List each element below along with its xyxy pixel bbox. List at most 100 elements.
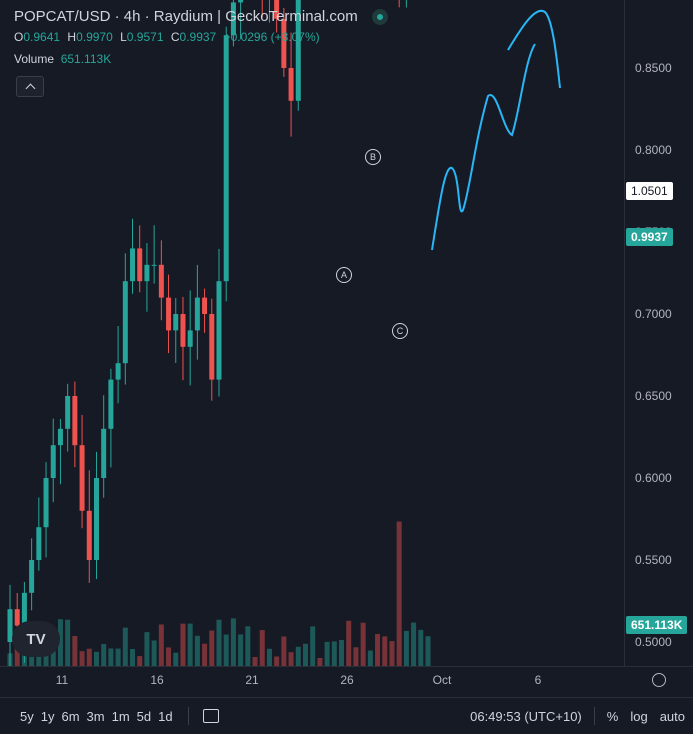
- volume-bar: [151, 640, 157, 666]
- volume-bar: [130, 649, 136, 666]
- legend-title: POPCAT/USD · 4h · Raydium | GeckoTermina…: [14, 8, 388, 25]
- candle-body: [144, 264, 150, 282]
- volume-bar: [158, 624, 164, 666]
- projection-drawing-1: [431, 43, 536, 251]
- date-range-buttons: 5y 1y 6m 3m 1m 5d 1d: [20, 709, 180, 724]
- candle-body: [36, 527, 42, 560]
- chart-area[interactable]: POPCAT/USD · 4h · Raydium | GeckoTermina…: [0, 0, 624, 666]
- exchange: Raydium: [153, 8, 213, 25]
- volume-bar: [50, 650, 56, 666]
- tradingview-logo[interactable]: TV: [12, 621, 60, 657]
- log-toggle[interactable]: log: [630, 708, 648, 724]
- candle-body: [65, 396, 71, 429]
- volume-bar: [180, 623, 186, 666]
- separator: |: [217, 8, 222, 25]
- percent-toggle[interactable]: %: [606, 708, 619, 724]
- open-label: O: [14, 30, 24, 44]
- volume-bar: [389, 641, 395, 666]
- market-status-icon[interactable]: [371, 8, 388, 25]
- low-value: 0.9571: [126, 30, 164, 44]
- volume-bar: [281, 636, 287, 666]
- volume-bar: [173, 652, 179, 666]
- candle-body: [180, 314, 186, 347]
- low-label: L: [120, 30, 127, 44]
- separator: [593, 707, 595, 725]
- wave-label-c: C: [392, 323, 408, 339]
- price-tick: 0.8500: [635, 61, 672, 75]
- volume-bar: [209, 630, 215, 666]
- range-1d-button[interactable]: 1d: [158, 708, 173, 724]
- time-tick: 6: [534, 673, 542, 687]
- volume-bar: [418, 629, 424, 666]
- range-3m-button[interactable]: 3m: [86, 708, 105, 724]
- auto-toggle[interactable]: auto: [659, 708, 685, 724]
- time-tick: 11: [55, 673, 69, 687]
- volume-bar: [360, 622, 366, 666]
- interval[interactable]: 4h: [123, 8, 141, 25]
- candle-body: [202, 297, 208, 314]
- candle-body: [79, 445, 85, 511]
- change-value: +0.0296 (+3.07%): [223, 30, 320, 44]
- range-5y-button[interactable]: 5y: [20, 708, 34, 724]
- wave-label-a: A: [336, 267, 352, 283]
- volume-bar: [367, 650, 373, 666]
- volume-bar: [259, 630, 265, 666]
- volume-bar: [324, 641, 330, 666]
- chevron-up-icon: [25, 83, 35, 93]
- clock-time[interactable]: 06:49:53 (UTC+10): [470, 708, 582, 724]
- range-5d-button[interactable]: 5d: [136, 708, 152, 724]
- candle-body: [274, 0, 280, 19]
- volume-bar: [274, 656, 280, 666]
- volume-bar: [230, 618, 236, 666]
- symbol[interactable]: POPCAT/USD: [14, 8, 111, 25]
- volume-bar: [108, 648, 114, 666]
- candle-body: [230, 2, 236, 36]
- candle-body: [158, 264, 164, 298]
- volume-bar: [122, 627, 128, 666]
- volume-bar: [331, 641, 337, 666]
- candle-body: [21, 592, 27, 626]
- volume-bar: [238, 634, 244, 666]
- candle-body: [115, 363, 121, 380]
- range-1m-button[interactable]: 1m: [111, 708, 130, 724]
- volume-bar: [202, 643, 208, 666]
- candle-body: [93, 478, 99, 560]
- open-value: 0.9641: [23, 30, 61, 44]
- volume-bar: [396, 521, 402, 666]
- candle-body: [108, 379, 114, 429]
- time-axis[interactable]: 11 16 21 26 Oct 6: [0, 666, 693, 694]
- source: GeckoTerminal.com: [225, 8, 358, 25]
- volume-bar: [425, 636, 431, 666]
- volume-bar: [310, 626, 316, 666]
- candle-body: [29, 560, 35, 593]
- candle-body: [238, 0, 244, 3]
- price-tick: 0.5000: [635, 635, 672, 649]
- volume-bar: [375, 633, 381, 666]
- volume-bar: [403, 630, 409, 666]
- volume-label[interactable]: Volume: [14, 52, 55, 66]
- price-axis[interactable]: 1.25001.20001.15001.10001.05001.00000.95…: [624, 0, 693, 666]
- range-1y-button[interactable]: 1y: [40, 708, 55, 724]
- price-plot[interactable]: [0, 0, 624, 666]
- volume-bar: [353, 647, 359, 666]
- wave-label-text: A: [340, 270, 347, 280]
- candle-body: [14, 609, 20, 626]
- candle-body: [57, 428, 63, 446]
- collapse-legend-button[interactable]: [16, 76, 44, 97]
- high-value: 0.9970: [76, 30, 113, 44]
- legend: POPCAT/USD · 4h · Raydium | GeckoTermina…: [14, 8, 388, 66]
- volume-bar: [266, 648, 272, 666]
- settings-icon[interactable]: [652, 673, 666, 687]
- volume-bar: [245, 626, 251, 666]
- volume-bar: [346, 620, 352, 666]
- volume-bar: [194, 635, 200, 666]
- calendar-icon[interactable]: [202, 709, 219, 723]
- candle-body: [194, 297, 200, 331]
- volume-bar: [93, 651, 99, 666]
- volume-bar: [166, 647, 172, 666]
- volume-bar: [57, 619, 63, 666]
- range-6m-button[interactable]: 6m: [61, 708, 80, 724]
- time-tick: 21: [245, 673, 259, 687]
- separator: ·: [114, 8, 120, 25]
- price-tick: 0.6500: [635, 389, 672, 403]
